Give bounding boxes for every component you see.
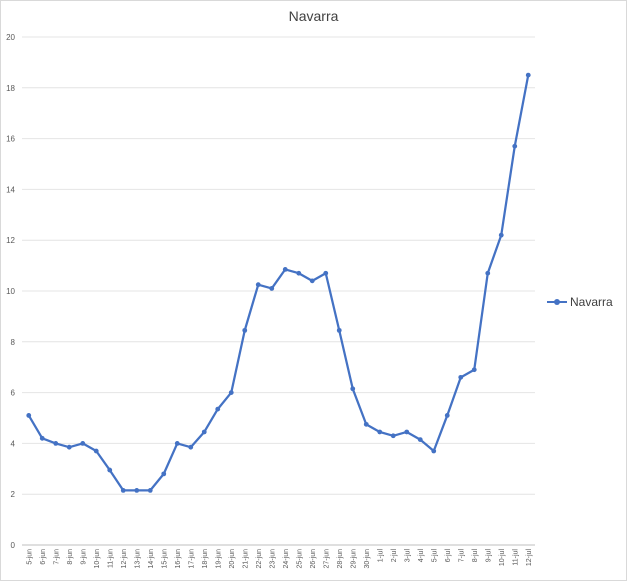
x-tick-label: 24-jun — [283, 549, 290, 569]
data-point — [431, 448, 437, 454]
legend-swatch-navarra — [547, 297, 567, 307]
x-tick-label: 12-jun — [121, 549, 128, 569]
data-point — [417, 437, 423, 442]
data-point — [39, 435, 45, 441]
data-point — [269, 286, 275, 291]
x-tick-labels: 5-jun 6-jun 7-jun 8-jun 9-jun 10-jun 11-jun 12-… — [26, 549, 533, 569]
x-tick-label: 3-jul — [404, 549, 411, 563]
x-tick-label: 7-jul — [458, 549, 465, 563]
data-point — [120, 487, 126, 493]
data-point — [188, 444, 194, 450]
y-tick-label: 2 — [11, 490, 16, 499]
x-tick-label: 6-jun — [40, 549, 47, 565]
x-tick-label: 29-jun — [350, 549, 357, 569]
x-tick-label: 23-jun — [269, 549, 276, 569]
data-point — [336, 327, 342, 333]
x-tick-label: 10-jul — [499, 549, 506, 567]
x-tick-label: 11-jun — [107, 549, 114, 568]
data-point — [26, 413, 32, 418]
y-tick-label: 10 — [6, 287, 15, 296]
x-tick-label: 6-jul — [445, 549, 452, 563]
x-tick-label: 7-jun — [53, 549, 60, 565]
y-tick-label: 0 — [11, 541, 16, 550]
x-tick-label: 22-jun — [256, 549, 263, 569]
chart-title: Navarra — [288, 8, 339, 24]
data-point — [80, 441, 86, 446]
data-point — [147, 487, 153, 493]
x-tick-label: 26-jun — [310, 549, 317, 569]
data-point — [512, 143, 518, 149]
x-tick-label: 28-jun — [337, 549, 344, 569]
data-point — [107, 467, 113, 473]
x-tick-label: 5-jul — [431, 549, 438, 563]
x-tick-label: 21-jun — [242, 549, 249, 569]
x-tick-label: 9-jul — [485, 549, 492, 563]
data-point — [485, 270, 491, 276]
data-point — [215, 406, 221, 412]
x-tick-label: 25-jun — [296, 549, 303, 569]
y-tick-label: 16 — [6, 135, 15, 144]
data-point — [296, 270, 302, 276]
data-point — [471, 367, 477, 373]
y-tick-label: 20 — [6, 33, 15, 42]
x-tick-label: 9-jun — [80, 549, 87, 565]
data-point — [377, 429, 383, 435]
legend: Navarra — [547, 295, 613, 309]
data-point — [228, 390, 234, 395]
data-point — [525, 72, 531, 78]
gridlines — [22, 36, 535, 546]
x-tick-label: 17-jun — [188, 549, 195, 569]
x-tick-label: 13-jun — [134, 549, 141, 569]
series-line-0 — [27, 74, 530, 492]
x-tick-label: 16-jun — [175, 549, 182, 569]
x-tick-label: 27-jun — [323, 549, 330, 569]
x-tick-label: 15-jun — [161, 549, 168, 569]
data-point — [174, 441, 180, 446]
data-point — [93, 448, 99, 454]
data-point — [323, 270, 329, 276]
x-tick-label: 8-jun — [67, 549, 74, 565]
data-point — [458, 374, 464, 380]
x-tick-label: 18-jun — [202, 549, 209, 569]
y-tick-label: 4 — [11, 439, 16, 448]
data-point — [134, 487, 140, 493]
data-point — [66, 444, 72, 450]
data-point — [498, 232, 504, 238]
x-tick-label: 30-jun — [364, 549, 371, 569]
data-point — [161, 471, 167, 477]
data-point — [53, 441, 59, 446]
data-point — [255, 282, 261, 288]
x-tick-label: 8-jul — [472, 549, 479, 563]
y-tick-label: 18 — [6, 84, 15, 93]
data-point — [390, 433, 396, 439]
y-tick-label: 8 — [11, 338, 16, 347]
y-tick-label: 12 — [6, 236, 15, 245]
data-point — [350, 386, 356, 392]
x-tick-label: 20-jun — [229, 549, 236, 569]
x-tick-label: 4-jul — [418, 549, 425, 563]
data-point — [404, 429, 410, 435]
data-point — [242, 327, 248, 333]
x-tick-label: 1-jul — [377, 549, 384, 563]
data-point — [363, 421, 369, 427]
series-layer — [26, 72, 531, 493]
data-point — [309, 278, 315, 284]
x-tick-label: 10-jun — [94, 549, 101, 569]
y-tick-labels: 0 2 4 6 8 10 12 14 16 18 20 — [6, 33, 15, 550]
y-tick-label: 14 — [6, 185, 15, 194]
x-tick-label: 12-jul — [526, 549, 533, 567]
y-tick-label: 6 — [11, 389, 16, 398]
x-tick-label: 19-jun — [215, 549, 222, 569]
x-tick-label: 5-jun — [26, 549, 33, 565]
data-point — [282, 267, 288, 272]
data-point — [201, 429, 207, 435]
data-point — [444, 413, 450, 418]
x-tick-label: 14-jun — [148, 549, 155, 569]
x-tick-label: 11-jul — [512, 549, 519, 566]
legend-label-navarra: Navarra — [570, 295, 613, 309]
x-tick-label: 2-jul — [391, 549, 398, 563]
